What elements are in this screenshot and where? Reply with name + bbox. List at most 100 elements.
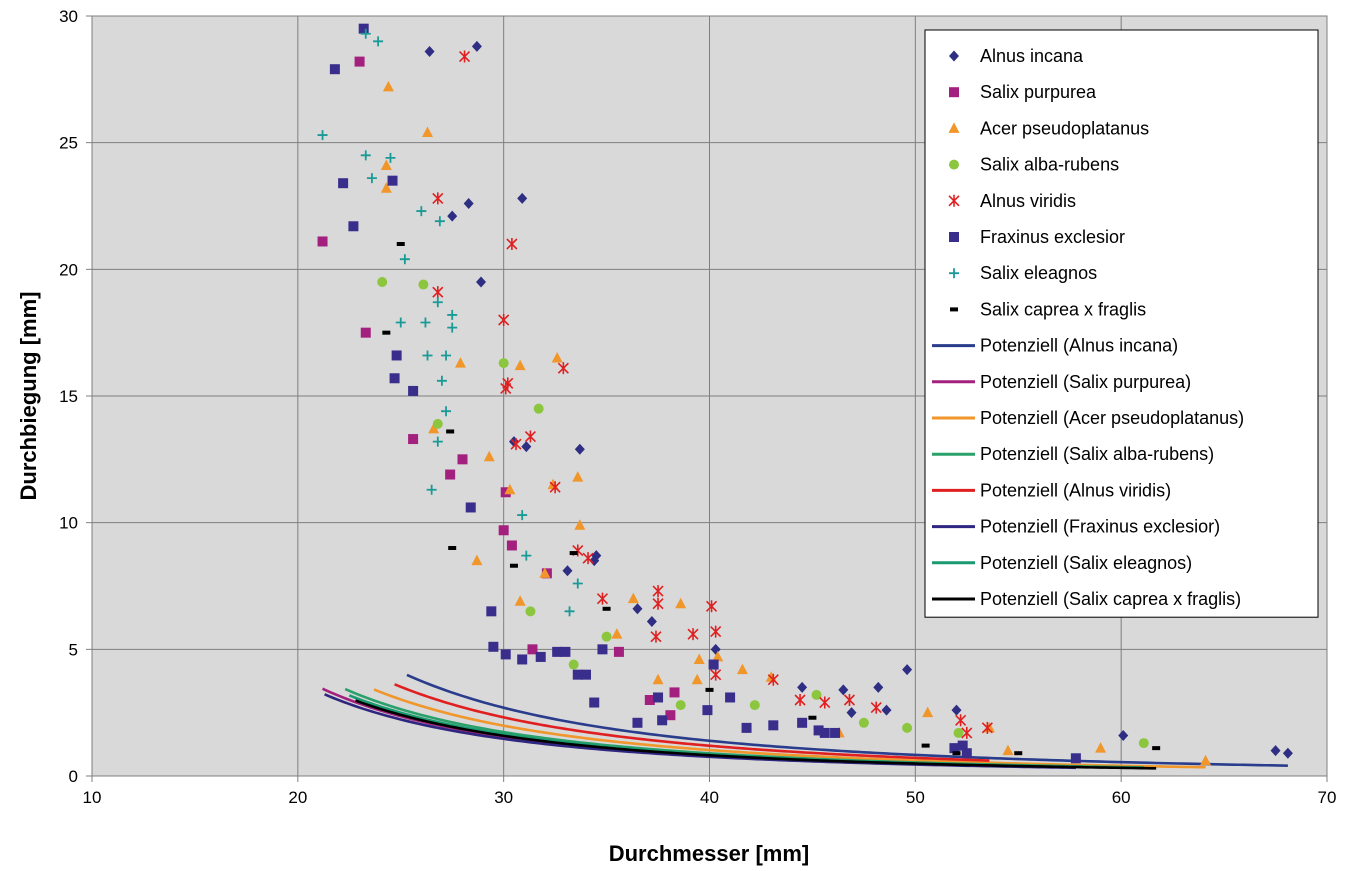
- legend-marker: [949, 87, 959, 98]
- legend-label: Potenziell (Fraxinus exclesior): [980, 517, 1220, 537]
- data-point: [377, 277, 388, 287]
- data-point: [596, 592, 609, 605]
- data-point: [416, 206, 427, 217]
- legend-marker: [950, 307, 958, 312]
- legend-item: Salix caprea x fraglis: [950, 299, 1146, 319]
- legend-item: Potenziell (Acer pseudoplatanus): [932, 408, 1244, 428]
- data-point: [644, 695, 655, 705]
- data-point: [712, 650, 724, 662]
- data-point: [517, 192, 528, 204]
- data-point: [527, 644, 538, 655]
- x-tick-label: 20: [288, 788, 307, 807]
- data-point: [432, 192, 444, 205]
- series-fraxinus-exclesior: [329, 23, 1081, 764]
- data-point: [551, 352, 563, 363]
- data-point: [447, 210, 458, 222]
- trendline-potenziell-alnus-incana: [406, 673, 1288, 767]
- data-point: [382, 80, 394, 92]
- data-point: [881, 704, 892, 716]
- data-point: [436, 375, 447, 386]
- data-point: [657, 715, 668, 726]
- data-point: [498, 525, 509, 536]
- data-point: [693, 653, 705, 664]
- data-point: [510, 438, 522, 451]
- data-point: [498, 314, 510, 326]
- data-point: [396, 242, 405, 246]
- legend-label: Fraxinus exclesior: [980, 227, 1125, 247]
- data-point: [500, 649, 511, 660]
- data-point: [736, 663, 748, 675]
- data-point: [949, 743, 960, 754]
- legend-marker: [948, 194, 960, 207]
- series-salix-alba-rubens: [377, 277, 1149, 749]
- data-point: [1200, 754, 1212, 766]
- legend-item: Potenziell (Salix eleagnos): [932, 553, 1192, 573]
- data-point: [521, 550, 532, 561]
- legend-item: Salix eleagnos: [949, 263, 1097, 283]
- data-point: [432, 297, 443, 308]
- data-point: [813, 725, 824, 736]
- data-point: [951, 704, 962, 716]
- data-point: [652, 585, 664, 598]
- y-tick-label: 5: [69, 640, 78, 659]
- legend-marker: [949, 50, 959, 62]
- data-point: [483, 450, 495, 462]
- data-point: [981, 721, 993, 734]
- data-point: [589, 697, 600, 708]
- series-salix-caprea-x-fraglis: [382, 242, 1161, 756]
- data-point: [652, 673, 664, 685]
- data-point: [418, 279, 429, 290]
- legend-label: Potenziell (Alnus viridis): [980, 480, 1171, 500]
- data-point: [447, 309, 458, 320]
- data-point: [632, 603, 643, 615]
- data-point: [708, 659, 719, 670]
- data-point: [705, 600, 718, 613]
- legend-item: Potenziell (Salix alba-rubens): [932, 444, 1214, 464]
- y-tick-label: 25: [59, 134, 78, 153]
- data-point: [354, 56, 365, 67]
- series-salix-eleagnos: [317, 28, 583, 617]
- data-point: [422, 350, 433, 361]
- data-point: [953, 727, 964, 738]
- y-tick-label: 30: [59, 7, 78, 26]
- legend-item: Potenziell (Fraxinus exclesior): [932, 517, 1220, 537]
- data-point: [500, 382, 512, 395]
- data-point: [504, 483, 516, 495]
- data-point: [454, 357, 466, 368]
- data-point: [1138, 738, 1149, 749]
- legend-marker: [949, 159, 959, 170]
- legend-label: Alnus viridis: [980, 191, 1076, 211]
- data-point: [572, 669, 583, 680]
- data-point: [957, 740, 968, 751]
- data-point: [329, 64, 340, 75]
- data-point: [811, 689, 822, 700]
- data-point: [448, 546, 457, 550]
- data-point: [843, 694, 856, 706]
- data-point: [385, 152, 396, 163]
- data-point: [517, 510, 528, 521]
- legend-label: Salix alba-rubens: [980, 155, 1119, 175]
- data-point: [1002, 744, 1014, 756]
- legend-item: Alnus viridis: [948, 191, 1076, 211]
- data-point: [498, 358, 509, 369]
- data-point: [434, 216, 445, 227]
- data-point: [808, 715, 817, 720]
- x-tick-label: 10: [83, 788, 102, 807]
- data-point: [422, 126, 434, 138]
- data-point: [432, 286, 444, 299]
- data-point: [317, 236, 328, 247]
- legend-item: Alnus incana: [949, 46, 1084, 66]
- trendline-potenziell-alnus-viridis: [394, 683, 990, 762]
- data-point: [602, 606, 611, 611]
- data-point: [687, 628, 699, 641]
- data-point: [653, 692, 664, 703]
- data-point: [873, 681, 884, 693]
- data-point: [458, 50, 471, 63]
- data-point: [358, 23, 369, 34]
- data-point: [568, 659, 579, 670]
- legend-marker: [949, 232, 959, 242]
- data-point: [574, 519, 586, 530]
- x-tick-label: 60: [1112, 788, 1131, 807]
- legend-label: Acer pseudoplatanus: [980, 118, 1149, 138]
